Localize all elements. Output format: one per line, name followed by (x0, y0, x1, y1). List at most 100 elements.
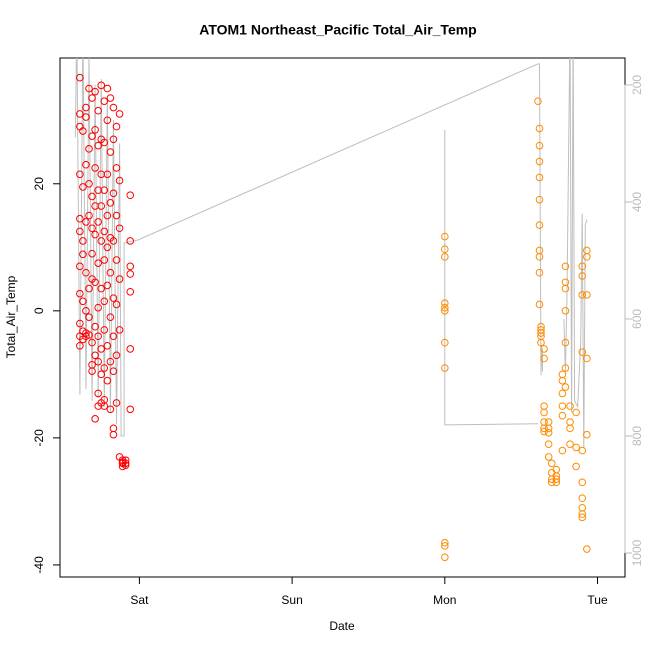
point (126, 237, 135, 245)
point (94, 106, 102, 115)
point (544, 424, 553, 433)
point (76, 289, 84, 298)
point (540, 408, 548, 417)
point (583, 354, 591, 363)
point (547, 469, 556, 477)
point (106, 268, 115, 277)
point (106, 94, 115, 102)
point (79, 250, 87, 259)
point (91, 87, 99, 96)
point (535, 195, 544, 204)
y2-tick-label: 800 (630, 426, 644, 446)
point (561, 262, 570, 271)
point (109, 189, 118, 198)
line-series (74, 58, 588, 448)
point (561, 284, 570, 293)
point (535, 141, 544, 150)
point (115, 176, 124, 185)
point (97, 237, 106, 245)
point (441, 364, 449, 372)
y-tick-label: -40 (32, 556, 46, 574)
point (97, 370, 106, 379)
point (94, 259, 102, 267)
point (578, 510, 587, 518)
point (578, 478, 587, 487)
point (82, 113, 90, 121)
point (76, 227, 84, 236)
point (566, 402, 574, 410)
point (535, 173, 544, 182)
point (583, 430, 591, 439)
point (91, 230, 99, 239)
chart-title: ATOM1 Northeast_Pacific Total_Air_Temp (199, 22, 476, 38)
point (106, 199, 115, 207)
point (121, 461, 130, 469)
point (100, 97, 109, 105)
point (572, 408, 580, 417)
point (109, 332, 118, 341)
point (558, 389, 567, 398)
point (94, 332, 102, 341)
point (106, 357, 115, 366)
point (85, 331, 93, 339)
point (82, 307, 90, 315)
point (91, 415, 99, 423)
point (537, 338, 545, 347)
point (566, 440, 574, 449)
point (91, 125, 99, 134)
point (79, 183, 87, 191)
point (82, 103, 90, 112)
point (126, 270, 135, 278)
point (109, 367, 118, 375)
point (85, 313, 93, 321)
point (441, 253, 449, 261)
point (109, 424, 118, 433)
point (540, 402, 548, 410)
point (112, 122, 121, 131)
point (578, 291, 587, 299)
point (94, 141, 102, 150)
point (561, 338, 570, 347)
point (97, 345, 106, 353)
point (109, 237, 118, 245)
point (103, 211, 112, 220)
point (441, 538, 449, 547)
point (88, 338, 96, 347)
y-tick-label: 20 (32, 177, 46, 191)
point (558, 376, 567, 385)
point (558, 402, 567, 410)
point (112, 300, 121, 309)
point (103, 170, 112, 179)
y2-tick-label: 1000 (630, 539, 644, 566)
point (76, 110, 84, 118)
point (121, 459, 130, 468)
point (544, 428, 553, 437)
point (100, 326, 109, 334)
point (583, 246, 591, 255)
point (88, 249, 96, 258)
point (85, 211, 93, 220)
y2-tick-label: 600 (630, 309, 644, 329)
point (534, 97, 542, 105)
point (82, 268, 90, 277)
point (583, 253, 591, 261)
point (540, 424, 548, 433)
point (535, 157, 544, 166)
point (566, 424, 574, 433)
point (558, 446, 567, 455)
point (103, 281, 112, 290)
point (97, 202, 106, 210)
point (578, 262, 587, 271)
x-axis-label: Date (329, 619, 355, 633)
point (79, 237, 87, 245)
point (100, 364, 109, 372)
point (441, 542, 449, 550)
point (552, 475, 561, 483)
point (94, 389, 102, 398)
point (578, 272, 587, 280)
point (583, 545, 591, 553)
point (112, 211, 121, 220)
point (441, 338, 449, 347)
x-tick-label: Sat (130, 593, 149, 607)
